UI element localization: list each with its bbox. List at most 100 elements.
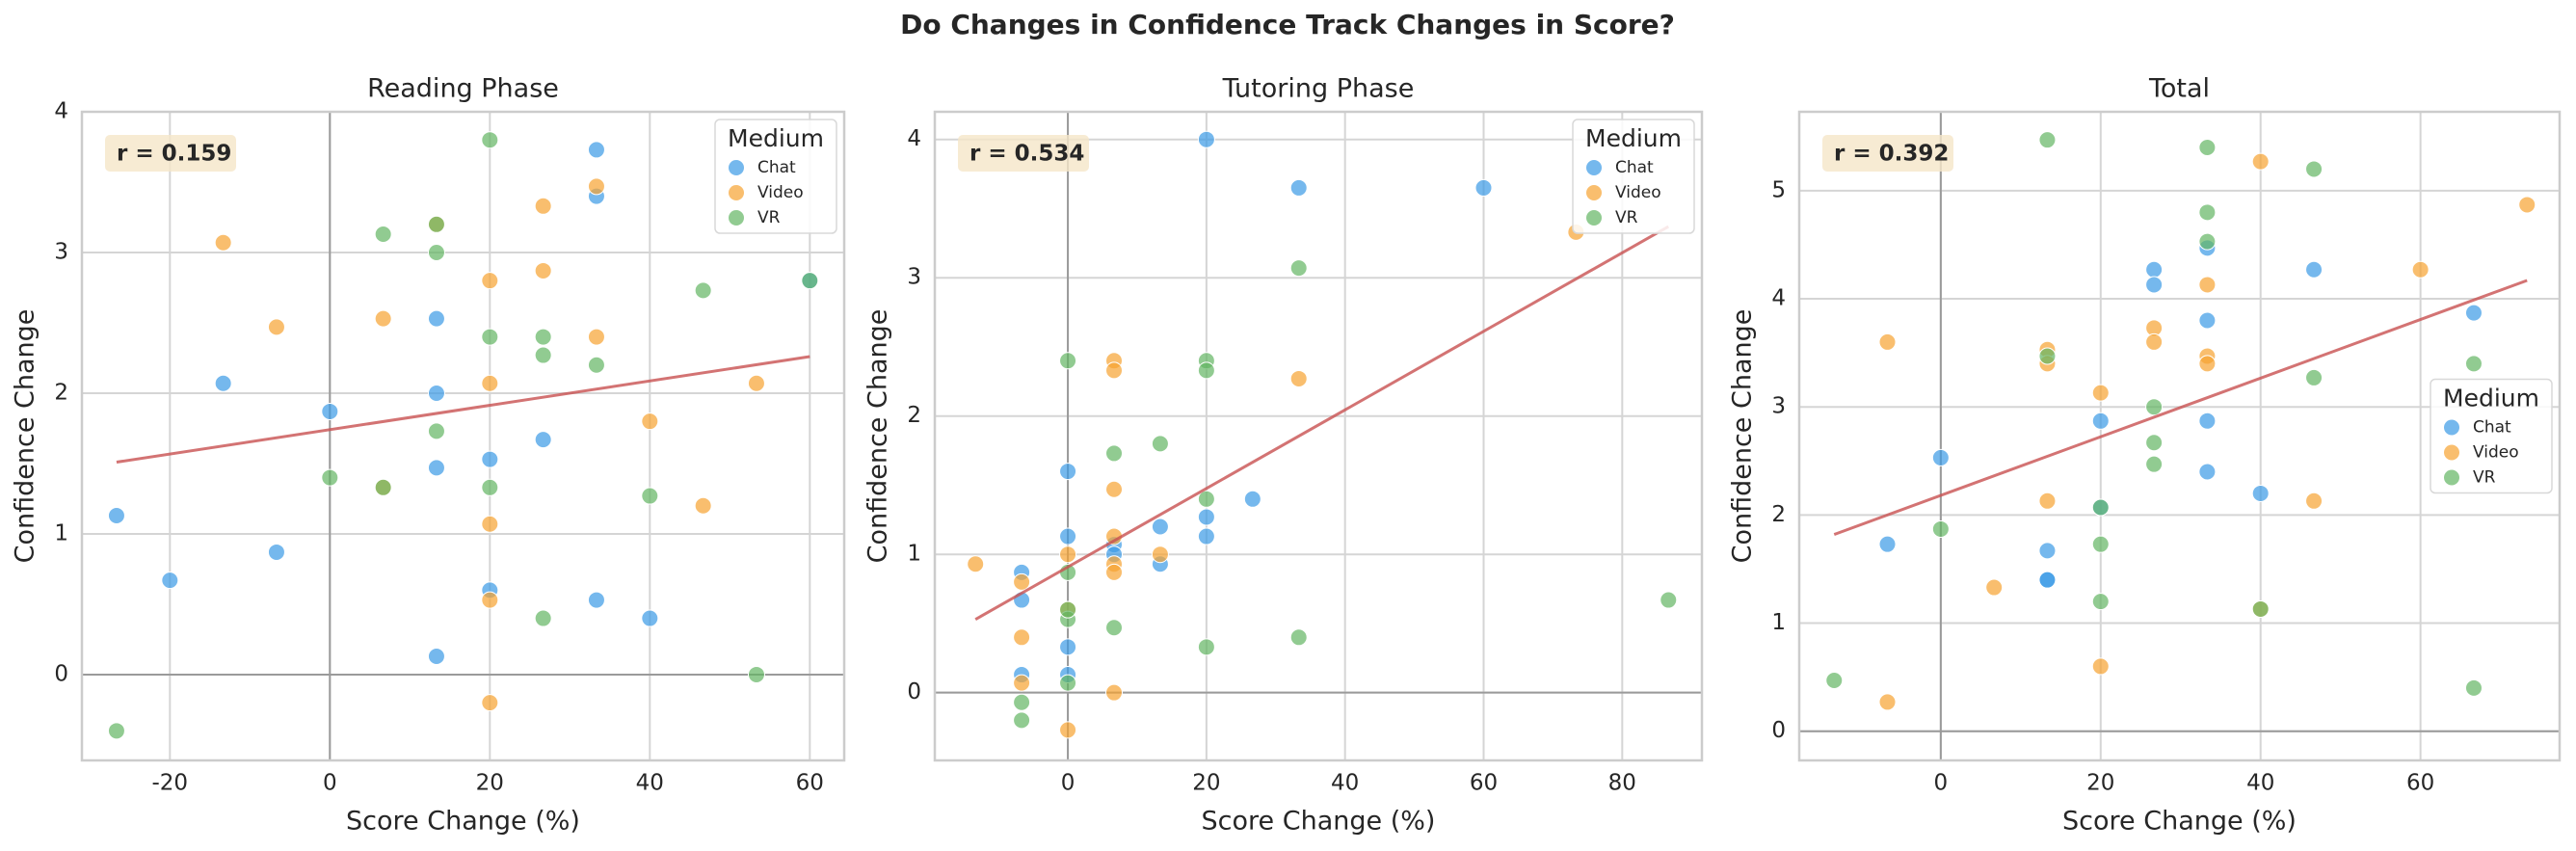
scatter-point: [2091, 412, 2110, 430]
scatter-point: [481, 374, 499, 392]
y-tick-label: 0: [907, 679, 921, 705]
legend-box: [1572, 119, 1695, 234]
scatter-point: [2145, 260, 2164, 279]
frame: [933, 110, 1704, 762]
scatter-point: [534, 609, 552, 627]
scatter-point: [694, 496, 712, 515]
scatter-point: [1931, 448, 1950, 466]
scatter-point: [1243, 490, 1261, 508]
scatter-point: [107, 722, 125, 740]
scatter-point: [2091, 498, 2110, 517]
y-tick-label: 0: [1771, 718, 1786, 743]
scatter-point: [1289, 369, 1308, 387]
scatter-point: [534, 261, 552, 279]
y-axis-label: Confidence Change: [1728, 309, 1758, 564]
scatter-point: [2305, 260, 2324, 279]
scatter-point: [1151, 518, 1169, 536]
scatter-point: [1197, 130, 1215, 148]
scatter-point: [587, 141, 605, 159]
y-tick-label: 1: [1771, 610, 1786, 635]
x-tick-label: 20: [2086, 771, 2114, 796]
scatter-point: [587, 177, 605, 196]
scatter-point: [2198, 311, 2217, 330]
scatter-point: [481, 131, 499, 149]
legend-label: VR: [757, 208, 781, 227]
scatter-point: [1878, 693, 1897, 711]
scatter-point: [427, 459, 445, 477]
annotation-box: [105, 135, 236, 172]
scatter-point: [481, 591, 499, 609]
legend-label: VR: [1615, 208, 1638, 227]
scatter-point: [1197, 490, 1215, 508]
y-tick-label: 4: [54, 99, 68, 124]
scatter-point: [801, 272, 819, 290]
scatter-point: [267, 318, 285, 336]
x-tick-label: 40: [1331, 771, 1359, 796]
y-axis-label: Confidence Change: [11, 309, 40, 564]
annotation: r = 0.159: [117, 142, 231, 167]
annotation-box: [1822, 135, 1953, 172]
scatter-point: [2091, 535, 2110, 553]
legend-title: Medium: [728, 124, 824, 152]
scatter-point: [2198, 355, 2217, 373]
legend-label: Video: [2473, 443, 2519, 463]
legend-marker: [1586, 185, 1602, 200]
scatter-point: [481, 478, 499, 496]
scatter-point: [2251, 599, 2270, 618]
scatter-point: [747, 665, 765, 683]
legend-title: Medium: [1585, 124, 1682, 152]
y-tick-label: 5: [1771, 177, 1786, 202]
scatter-point: [1013, 674, 1031, 692]
y-tick-label: 2: [1771, 502, 1786, 527]
scatter-point: [2464, 355, 2483, 373]
y-tick-label: 3: [1771, 394, 1786, 419]
scatter-point: [1197, 527, 1215, 545]
scatter-point: [1013, 628, 1031, 647]
x-tick-label: 60: [1470, 771, 1498, 796]
y-tick-label: 2: [54, 380, 68, 405]
legend-marker: [729, 210, 744, 226]
scatter-point: [481, 694, 499, 712]
y-tick-label: 4: [907, 126, 921, 151]
scatter-point: [2198, 203, 2217, 222]
scatter-point: [1059, 545, 1077, 564]
legend-marker: [2444, 419, 2459, 436]
legend-label: Chat: [1615, 158, 1654, 177]
scatter-point: [1105, 444, 1124, 463]
legend-label: Video: [1615, 183, 1661, 202]
scatter-point: [1059, 674, 1077, 692]
scatter-point: [2038, 347, 2057, 365]
scatter-point: [1151, 545, 1169, 564]
legend-box: [2430, 378, 2553, 494]
x-axis-label: Score Change (%): [346, 807, 580, 837]
scatter-point: [1151, 435, 1169, 453]
scatter-point: [587, 591, 605, 609]
x-tick-label: 40: [2246, 771, 2274, 796]
scatter-point: [1197, 638, 1215, 656]
scatter-point: [587, 328, 605, 346]
scatter-point: [2145, 434, 2164, 452]
scatter-point: [2198, 412, 2217, 430]
scatter-point: [2038, 542, 2057, 560]
scatter-point: [2464, 678, 2483, 697]
scatter-point: [587, 356, 605, 374]
y-tick-label: 1: [54, 520, 68, 545]
x-tick-label: 20: [476, 771, 504, 796]
panel-title: Total: [2148, 74, 2210, 104]
legend-label: VR: [2473, 468, 2496, 488]
trend-line: [1833, 279, 2528, 536]
scatter-point: [2251, 152, 2270, 171]
scatter-point: [1197, 361, 1215, 380]
scatter-point: [2198, 139, 2217, 157]
panel-title: Reading Phase: [367, 74, 559, 104]
legend-marker: [2444, 469, 2459, 486]
x-axis-label: Score Change (%): [2062, 807, 2297, 837]
scatter-point: [161, 572, 179, 590]
scatter-point: [1013, 711, 1031, 730]
scatter-point: [2091, 657, 2110, 676]
scatter-point: [374, 309, 392, 328]
x-tick-label: 60: [2406, 771, 2434, 796]
x-tick-label: 0: [323, 771, 337, 796]
scatter-point: [2198, 232, 2217, 251]
panel: 0 20 40 60 80 0 1 2 3 4 Tutoring Phase Score Change…: [863, 74, 1704, 837]
